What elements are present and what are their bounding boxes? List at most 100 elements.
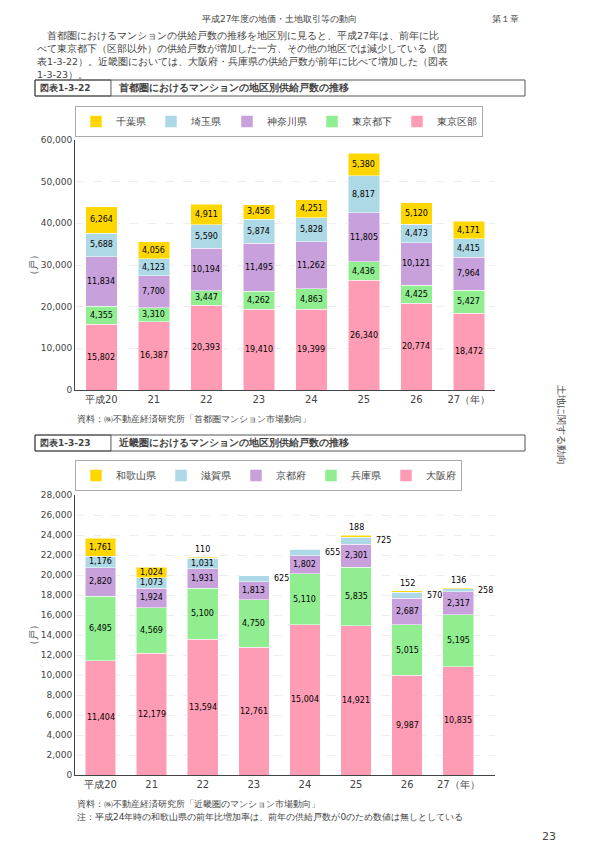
svg-text:11,404: 11,404: [87, 713, 115, 722]
svg-text:110: 110: [195, 545, 210, 554]
svg-text:655: 655: [325, 548, 340, 557]
svg-text:725: 725: [376, 536, 391, 545]
svg-text:4,473: 4,473: [405, 229, 428, 238]
svg-text:21: 21: [145, 779, 158, 790]
svg-text:20,000: 20,000: [41, 302, 73, 312]
svg-text:近畿圏におけるマンションの地区別供給戸数の推移: 近畿圏におけるマンションの地区別供給戸数の推移: [118, 437, 349, 449]
svg-text:7,964: 7,964: [457, 269, 480, 278]
svg-text:23: 23: [252, 394, 265, 405]
svg-text:188: 188: [349, 523, 364, 532]
svg-text:23: 23: [247, 779, 260, 790]
svg-text:26,340: 26,340: [350, 331, 378, 340]
svg-text:資料：㈱不動産経済研究所「首都圏マンション市場動向」: 資料：㈱不動産経済研究所「首都圏マンション市場動向」: [77, 414, 311, 424]
svg-text:28,000: 28,000: [41, 490, 73, 500]
svg-text:10,835: 10,835: [444, 716, 472, 725]
svg-text:2,687: 2,687: [396, 607, 419, 616]
svg-text:4,911: 4,911: [195, 210, 218, 219]
svg-text:12,761: 12,761: [240, 707, 268, 716]
svg-text:神奈川県: 神奈川県: [267, 116, 307, 127]
svg-text:10,194: 10,194: [192, 265, 220, 274]
svg-text:22: 22: [200, 394, 213, 405]
svg-text:土地に関する動向: 土地に関する動向: [556, 385, 567, 465]
svg-text:1,176: 1,176: [89, 557, 112, 566]
svg-text:18,472: 18,472: [455, 347, 483, 356]
svg-text:（戸）: （戸）: [28, 620, 39, 650]
svg-text:首都圏におけるマンションの供給戸数の推移を地区別に見ると、平: 首都圏におけるマンションの供給戸数の推移を地区別に見ると、平成27年は、前年に比: [37, 30, 439, 41]
svg-text:570: 570: [427, 591, 442, 600]
svg-text:8,817: 8,817: [352, 190, 375, 199]
svg-text:平成20: 平成20: [84, 779, 117, 790]
svg-text:50,000: 50,000: [41, 177, 73, 187]
svg-text:0: 0: [66, 385, 72, 395]
svg-text:7,700: 7,700: [142, 287, 165, 296]
svg-text:11,834: 11,834: [87, 277, 115, 286]
svg-text:10,000: 10,000: [41, 670, 73, 680]
svg-text:20,393: 20,393: [192, 343, 220, 352]
svg-text:5,110: 5,110: [293, 595, 316, 604]
svg-text:25: 25: [357, 394, 370, 405]
svg-text:26: 26: [410, 394, 423, 405]
svg-text:1,813: 1,813: [242, 586, 265, 595]
svg-text:図表1-3-22: 図表1-3-22: [40, 83, 91, 93]
svg-text:18,000: 18,000: [41, 590, 73, 600]
svg-text:625: 625: [274, 574, 289, 583]
svg-text:26: 26: [401, 779, 414, 790]
svg-text:14,000: 14,000: [41, 630, 73, 640]
svg-text:24,000: 24,000: [41, 530, 73, 540]
svg-text:1,073: 1,073: [140, 578, 163, 587]
svg-text:京都府: 京都府: [276, 470, 306, 481]
svg-text:4,425: 4,425: [405, 290, 428, 299]
svg-text:表1-3-22）。近畿圏においては、大阪府・兵庫県の供給戸数: 表1-3-22）。近畿圏においては、大阪府・兵庫県の供給戸数が前年に比べて増加し…: [37, 56, 448, 67]
svg-text:4,415: 4,415: [457, 244, 480, 253]
svg-text:4,000: 4,000: [46, 730, 72, 740]
svg-text:11,262: 11,262: [297, 261, 325, 270]
svg-text:24: 24: [305, 394, 318, 405]
svg-text:6,495: 6,495: [89, 624, 112, 633]
svg-text:（戸）: （戸）: [28, 250, 39, 280]
svg-text:注：平成24年時の和歌山県の前年比増加率は、前年の供給戸数が: 注：平成24年時の和歌山県の前年比増加率は、前年の供給戸数が0のため数値は無しと…: [77, 812, 463, 822]
svg-text:4,123: 4,123: [142, 263, 165, 272]
svg-text:5,015: 5,015: [396, 646, 419, 655]
svg-text:15,802: 15,802: [87, 353, 115, 362]
svg-text:べて東京都下（区部以外）の供給戸数が増加した一方、その他の地: べて東京都下（区部以外）の供給戸数が増加した一方、その他の地区では減少している（…: [37, 43, 447, 54]
svg-text:19,399: 19,399: [297, 345, 325, 354]
svg-text:大阪府: 大阪府: [426, 470, 456, 481]
svg-text:26,000: 26,000: [41, 510, 73, 520]
svg-text:4,436: 4,436: [352, 267, 375, 276]
svg-text:21: 21: [147, 394, 160, 405]
svg-text:27（年）: 27（年）: [447, 394, 490, 405]
svg-text:千葉県: 千葉県: [116, 116, 146, 127]
svg-text:5,380: 5,380: [352, 160, 375, 169]
svg-text:0: 0: [66, 770, 72, 780]
svg-text:4,262: 4,262: [247, 296, 270, 305]
svg-text:6,000: 6,000: [46, 710, 72, 720]
svg-text:12,179: 12,179: [138, 710, 166, 719]
svg-text:22,000: 22,000: [41, 550, 73, 560]
svg-text:平成27年度の地価・土地取引等の動向: 平成27年度の地価・土地取引等の動向: [202, 14, 357, 24]
svg-text:40,000: 40,000: [41, 218, 73, 228]
svg-text:資料：㈱不動産経済研究所「近畿圏のマンション市場動向」: 資料：㈱不動産経済研究所「近畿圏のマンション市場動向」: [77, 799, 320, 809]
svg-text:12,000: 12,000: [41, 650, 73, 660]
svg-text:5,590: 5,590: [195, 232, 218, 241]
svg-text:平成20: 平成20: [85, 394, 118, 405]
svg-text:22: 22: [196, 779, 209, 790]
svg-text:5,427: 5,427: [457, 297, 480, 306]
svg-text:16,000: 16,000: [41, 610, 73, 620]
svg-text:1,761: 1,761: [89, 543, 112, 552]
svg-text:3,456: 3,456: [247, 207, 270, 216]
svg-text:152: 152: [400, 579, 415, 588]
svg-text:滋賀県: 滋賀県: [201, 470, 231, 481]
svg-text:1,024: 1,024: [140, 568, 163, 577]
svg-text:東京区部: 東京区部: [437, 116, 477, 127]
svg-text:東京都下: 東京都下: [352, 116, 392, 127]
svg-text:2,317: 2,317: [447, 599, 470, 608]
svg-text:2,301: 2,301: [345, 551, 368, 560]
svg-text:14,921: 14,921: [342, 696, 370, 705]
svg-text:20,000: 20,000: [41, 570, 73, 580]
svg-text:3,447: 3,447: [195, 293, 218, 302]
svg-text:9,987: 9,987: [396, 721, 419, 730]
svg-text:5,874: 5,874: [247, 227, 270, 236]
svg-text:4,171: 4,171: [457, 226, 480, 235]
svg-text:5,828: 5,828: [300, 225, 323, 234]
svg-text:24: 24: [299, 779, 312, 790]
